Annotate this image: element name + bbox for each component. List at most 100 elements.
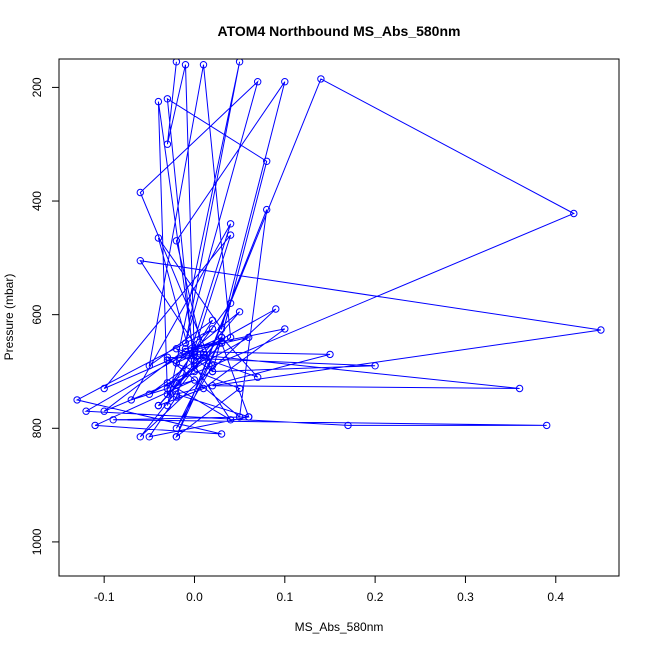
data-point — [127, 396, 136, 404]
data-point — [190, 347, 199, 356]
data-point — [199, 350, 208, 359]
data-point — [515, 384, 524, 393]
x-tick-label: 0.3 — [457, 590, 474, 604]
y-tick-label: 400 — [30, 191, 44, 211]
x-axis-label: MS_Abs_580nm — [295, 620, 384, 634]
data-point — [190, 367, 199, 376]
data-point — [190, 362, 199, 370]
data-point — [543, 421, 551, 430]
data-point — [163, 353, 172, 361]
data-point — [145, 362, 154, 370]
y-tick-label: 600 — [30, 304, 44, 324]
data-point — [172, 424, 181, 432]
data-point — [181, 345, 190, 353]
data-point — [235, 59, 244, 66]
data-point — [172, 393, 181, 401]
data-point — [172, 345, 181, 353]
y-tick-label: 800 — [30, 418, 44, 438]
data-point — [172, 59, 181, 66]
data-point — [91, 421, 99, 430]
data-point — [208, 362, 217, 370]
data-point — [344, 421, 352, 430]
data-point — [263, 157, 271, 166]
data-point — [163, 401, 172, 410]
x-tick-label: 0.4 — [547, 590, 564, 604]
y-axis-label: Pressure (mbar) — [2, 274, 16, 361]
data-point — [263, 205, 271, 214]
data-point — [208, 325, 217, 333]
data-point — [217, 325, 226, 333]
data-point — [190, 350, 199, 359]
data-point — [73, 396, 81, 404]
chart-title: ATOM4 Northbound MS_Abs_580nm — [218, 23, 461, 39]
data-point — [172, 237, 181, 245]
data-point — [371, 362, 379, 370]
data-point — [145, 433, 154, 441]
series-line — [75, 61, 601, 439]
data-point — [163, 356, 172, 364]
x-tick-label: 0.1 — [276, 590, 293, 604]
data-point — [163, 95, 172, 103]
data-point — [163, 384, 172, 393]
data-point — [208, 382, 217, 390]
data-point — [181, 347, 190, 356]
data-point — [199, 353, 208, 361]
data-point — [254, 78, 262, 86]
data-point — [326, 350, 334, 359]
data-point — [163, 390, 172, 398]
data-point — [217, 339, 226, 347]
data-point — [254, 373, 262, 381]
x-axis: -0.1 0.0 0.1 0.2 0.3 0.4 — [94, 576, 564, 604]
y-axis: 200 400 600 800 1000 — [30, 77, 59, 555]
data-point — [199, 384, 208, 393]
data-point — [226, 220, 235, 228]
data-point — [82, 407, 90, 415]
data-point — [100, 384, 108, 393]
data-point — [199, 60, 208, 69]
data-point — [281, 325, 289, 333]
data-point — [163, 379, 172, 387]
y-tick-label: 200 — [30, 77, 44, 97]
data-point — [172, 433, 181, 441]
data-point — [190, 345, 199, 353]
data-points — [73, 59, 605, 441]
data-point — [245, 333, 253, 342]
data-point — [154, 401, 163, 410]
data-point — [172, 390, 181, 398]
data-point — [145, 390, 154, 398]
data-point — [163, 140, 172, 148]
data-point — [281, 78, 289, 86]
data-point — [226, 333, 235, 342]
y-tick-label: 1000 — [30, 528, 44, 555]
data-point — [272, 305, 280, 313]
data-point — [208, 316, 217, 324]
data-point — [136, 188, 145, 197]
data-point — [597, 326, 605, 334]
x-tick-label: 0.2 — [367, 590, 384, 604]
data-point — [226, 416, 235, 424]
data-point — [136, 433, 145, 441]
data-point — [235, 384, 244, 393]
plot-frame — [58, 58, 620, 577]
data-point — [226, 299, 235, 307]
data-point — [181, 339, 190, 347]
data-point — [181, 60, 190, 69]
data-point — [235, 413, 244, 421]
data-point — [317, 75, 325, 83]
x-tick-label: 0.0 — [186, 590, 203, 604]
data-point — [190, 376, 199, 384]
data-point — [190, 356, 199, 364]
data-point — [570, 209, 578, 218]
data-point — [154, 234, 163, 242]
data-point — [208, 367, 217, 376]
plot-area — [73, 59, 605, 441]
data-point — [235, 308, 244, 316]
data-point — [172, 359, 181, 367]
data-point — [136, 257, 145, 265]
data-point — [217, 430, 226, 438]
data-point — [172, 379, 181, 387]
data-point — [154, 97, 163, 106]
data-point — [245, 413, 253, 421]
data-point — [100, 407, 108, 415]
